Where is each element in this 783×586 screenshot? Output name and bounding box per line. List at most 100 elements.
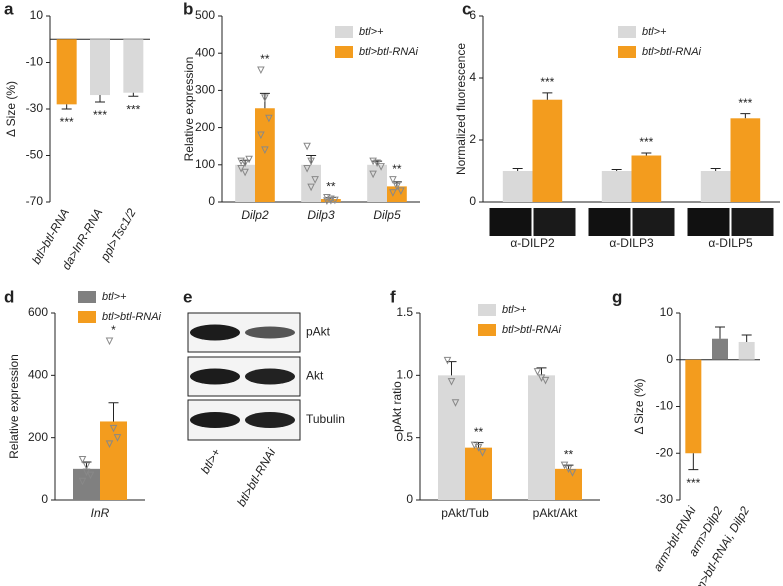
bar (730, 118, 761, 202)
bar (73, 468, 100, 500)
y-axis-title: pAkt ratio (390, 381, 404, 432)
image-thumb (731, 208, 774, 236)
significance: ** (392, 162, 402, 176)
bar (555, 468, 582, 500)
significance: *** (126, 102, 140, 116)
data-point (560, 461, 569, 470)
error-bar (95, 95, 105, 103)
legend-label: btl>+ (502, 304, 527, 316)
y-tick-label: -30 (26, 101, 44, 115)
y-tick-label: 2 (469, 132, 476, 146)
bar (100, 421, 127, 500)
significance: *** (93, 108, 107, 122)
significance: ** (564, 447, 574, 461)
y-tick-label: -20 (656, 445, 674, 459)
data-point (109, 424, 118, 433)
error-bar (715, 326, 725, 339)
legend-label: btl>+ (359, 26, 384, 38)
panel-label: e (183, 287, 192, 306)
blot-lane-label: btl>btl-RNAi (234, 446, 278, 509)
data-point (261, 94, 269, 102)
y-tick-label: 200 (195, 120, 215, 134)
blot-row-label: Akt (306, 369, 324, 383)
y-tick-label: -50 (26, 148, 44, 162)
legend-swatch (335, 46, 353, 58)
x-tick-label: Dilp5 (373, 208, 401, 222)
x-tick-label: α-DILP3 (609, 236, 654, 250)
legend-label: btl>btl-RNAi (642, 46, 702, 58)
bar (301, 164, 321, 202)
data-point (443, 356, 452, 365)
data-point (105, 337, 114, 346)
image-thumb (533, 208, 576, 236)
data-point (257, 131, 265, 140)
blot-band (190, 368, 240, 385)
bar (90, 39, 110, 96)
bar (465, 447, 492, 500)
x-tick-label: Dilp3 (307, 208, 335, 222)
y-tick-label: -30 (656, 492, 674, 506)
y-tick-label: 0 (666, 352, 673, 366)
y-axis-title: Relative expression (182, 57, 196, 162)
x-tick-label: pAkt/Akt (533, 506, 578, 520)
bar (601, 171, 632, 202)
data-point (237, 157, 245, 166)
y-tick-label: 0.5 (396, 430, 413, 444)
data-point (265, 114, 273, 123)
image-thumb (687, 208, 730, 236)
legend-swatch (618, 26, 636, 38)
y-tick-label: 10 (30, 8, 44, 22)
error-bar (512, 168, 523, 171)
data-point (245, 155, 253, 164)
image-thumb (588, 208, 631, 236)
data-point (82, 462, 91, 470)
data-point (389, 176, 397, 184)
y-tick-label: 0 (469, 194, 476, 208)
bar (631, 155, 662, 202)
significance: *** (540, 75, 554, 89)
significance: *** (686, 476, 700, 490)
data-point (478, 449, 487, 457)
bar (367, 164, 387, 202)
x-tick-label: InR (91, 506, 110, 520)
legend-swatch (478, 324, 496, 336)
y-axis-title: Δ Size (%) (4, 81, 18, 137)
panel-label: g (612, 287, 622, 306)
data-point (237, 165, 245, 173)
bar (502, 171, 533, 202)
y-tick-label: 200 (28, 430, 48, 444)
y-tick-label: 0 (41, 492, 48, 506)
legend-swatch (478, 304, 496, 316)
data-point (564, 465, 573, 473)
blot-row-label: Tubulin (306, 412, 345, 426)
y-tick-label: 0 (406, 492, 413, 506)
image-thumb (489, 208, 532, 236)
panel-label: d (4, 287, 14, 306)
data-point (82, 468, 91, 477)
error-bar (128, 92, 139, 97)
panel-label: f (390, 287, 396, 306)
blot-row-label: pAkt (306, 325, 331, 339)
data-point (474, 444, 483, 452)
data-point (451, 399, 460, 407)
error-bar (611, 168, 622, 171)
significance: *** (639, 135, 653, 149)
x-tick-label: arm>btl-RNAi (650, 504, 698, 574)
error-bar (61, 104, 72, 110)
legend-label: btl>+ (642, 26, 667, 38)
error-bar (641, 152, 652, 156)
data-point (377, 163, 385, 171)
error-bar (536, 367, 547, 376)
bar (387, 186, 407, 202)
bar (56, 39, 77, 105)
significance: ** (326, 180, 336, 194)
data-point (541, 376, 550, 385)
data-point (311, 176, 319, 184)
error-bar (688, 453, 699, 471)
bar (438, 375, 465, 500)
data-point (307, 157, 315, 166)
error-bar (473, 442, 484, 448)
y-tick-label: 4 (469, 70, 476, 84)
blot-lane-label: btl>+ (198, 446, 223, 476)
